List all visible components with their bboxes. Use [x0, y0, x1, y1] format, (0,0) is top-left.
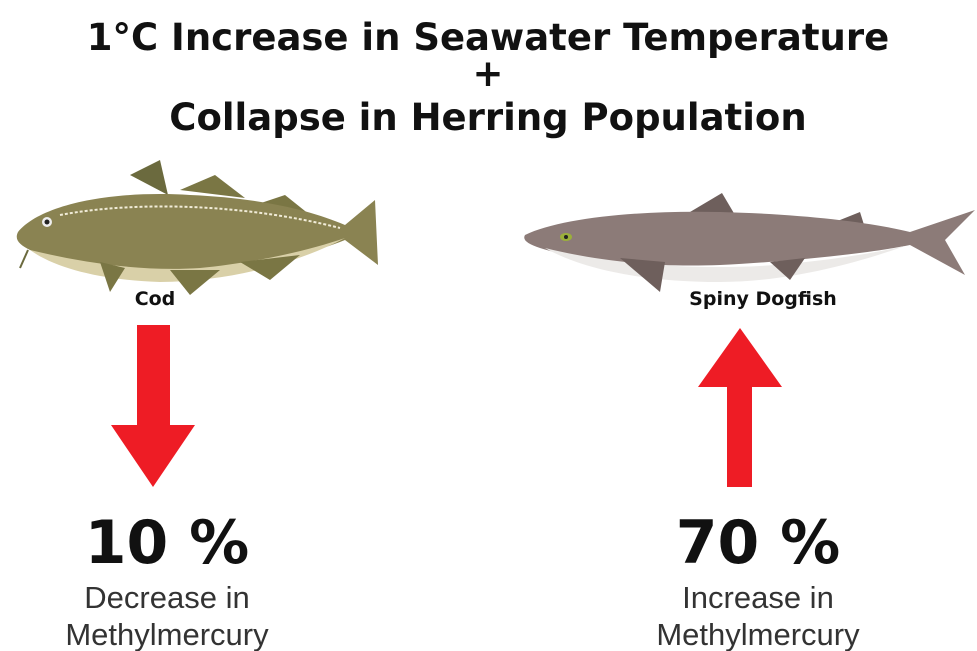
cod-illustration [17, 160, 378, 295]
change-value: 10 % [85, 508, 250, 578]
title-line: Collapse in Herring Population [169, 96, 806, 139]
change-value: 70 % [676, 508, 841, 578]
title-plus: + [472, 52, 503, 95]
species-label: Spiny Dogfish [689, 288, 837, 310]
infographic: 1°C Increase in Seawater Temperature + C… [0, 0, 977, 651]
species-label: Cod [135, 288, 176, 310]
down-arrow [111, 325, 195, 487]
up-arrow [698, 328, 782, 487]
description: Methylmercury [656, 617, 860, 651]
description: Increase in [682, 580, 834, 615]
dogfish-illustration [524, 193, 975, 292]
description: Decrease in [84, 580, 249, 615]
description: Methylmercury [65, 617, 269, 651]
